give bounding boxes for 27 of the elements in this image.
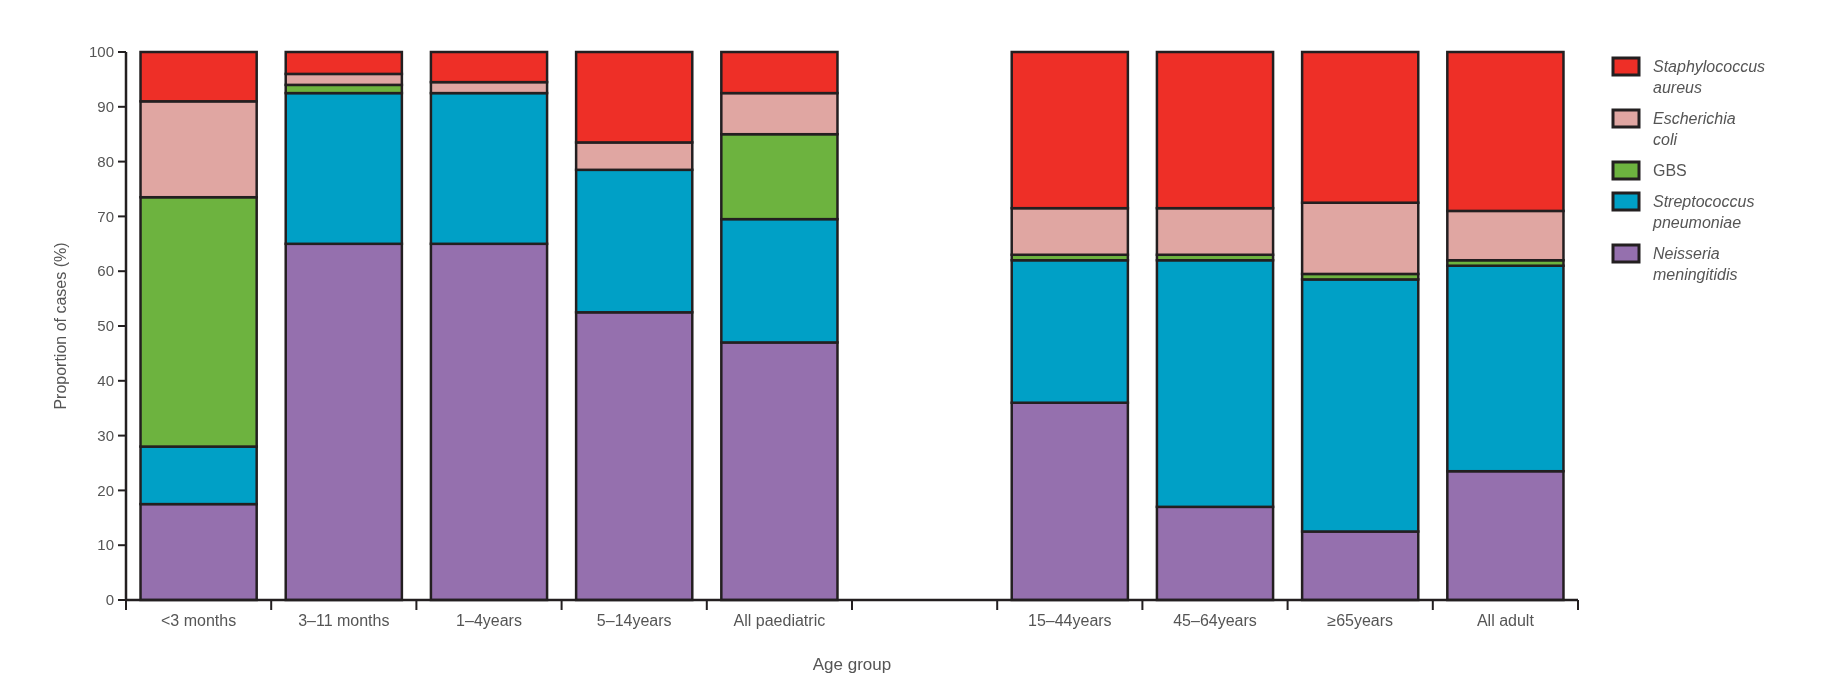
x-axis-title: Age group [812, 655, 892, 674]
y-tick-label: 70 [97, 207, 114, 225]
y-tick-label: 60 [97, 262, 114, 280]
y-tick-label: 40 [97, 372, 114, 390]
y-tick-label: 80 [97, 152, 114, 170]
y-tick-label: 90 [97, 98, 114, 116]
y-tick-label: 10 [97, 536, 114, 554]
x-tick-label: <3 months [161, 612, 237, 629]
legend-label: Neisseria meningitidis [1653, 245, 1738, 283]
x-tick-label: 15–44years [1027, 612, 1112, 629]
y-tick-label: 50 [97, 317, 114, 335]
y-axis-title: Proportion of cases (%) [52, 242, 69, 410]
legend-label: Escherichia coli [1653, 110, 1736, 148]
y-tick-label: 30 [97, 426, 114, 444]
x-tick-label: All adult [1476, 612, 1535, 629]
x-tick-label: All paediatric [733, 612, 826, 629]
legend-label: Staphylococcus aureus [1653, 58, 1766, 96]
x-tick-label: 5–14years [596, 612, 672, 629]
y-tick-label: 0 [105, 591, 114, 609]
x-tick-label: 1–4years [456, 612, 522, 629]
x-tick-label: ≥65years [1327, 612, 1394, 629]
y-tick-label: 20 [97, 481, 114, 499]
legend-label: GBS [1653, 162, 1687, 179]
x-tick-label: 45–64years [1173, 612, 1257, 629]
x-tick-label: 3–11 months [298, 612, 390, 629]
legend-label: Streptococcus pneumoniae [1652, 193, 1755, 231]
y-tick-label: 100 [88, 43, 114, 61]
